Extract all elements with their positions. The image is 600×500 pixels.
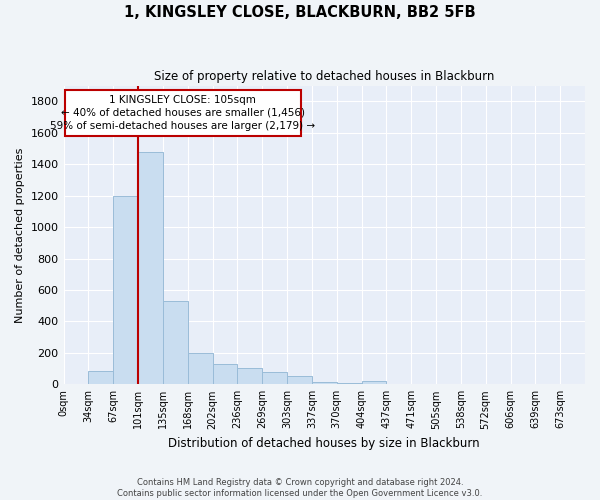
Text: Contains HM Land Registry data © Crown copyright and database right 2024.
Contai: Contains HM Land Registry data © Crown c… bbox=[118, 478, 482, 498]
Text: 1 KINGSLEY CLOSE: 105sqm: 1 KINGSLEY CLOSE: 105sqm bbox=[109, 95, 256, 105]
FancyBboxPatch shape bbox=[65, 90, 301, 136]
Text: 1, KINGSLEY CLOSE, BLACKBURN, BB2 5FB: 1, KINGSLEY CLOSE, BLACKBURN, BB2 5FB bbox=[124, 5, 476, 20]
Bar bbox=[337, 382, 362, 384]
Bar bbox=[163, 301, 188, 384]
Y-axis label: Number of detached properties: Number of detached properties bbox=[15, 147, 25, 322]
X-axis label: Distribution of detached houses by size in Blackburn: Distribution of detached houses by size … bbox=[169, 437, 480, 450]
Bar bbox=[287, 376, 312, 384]
Text: 59% of semi-detached houses are larger (2,179) →: 59% of semi-detached houses are larger (… bbox=[50, 121, 315, 131]
Bar bbox=[212, 364, 238, 384]
Bar bbox=[362, 381, 386, 384]
Bar bbox=[138, 152, 163, 384]
Bar bbox=[113, 196, 138, 384]
Bar bbox=[88, 371, 113, 384]
Bar bbox=[188, 353, 212, 384]
Text: ← 40% of detached houses are smaller (1,456): ← 40% of detached houses are smaller (1,… bbox=[61, 108, 305, 118]
Bar bbox=[312, 382, 337, 384]
Bar bbox=[262, 372, 287, 384]
Bar bbox=[238, 368, 262, 384]
Title: Size of property relative to detached houses in Blackburn: Size of property relative to detached ho… bbox=[154, 70, 494, 83]
